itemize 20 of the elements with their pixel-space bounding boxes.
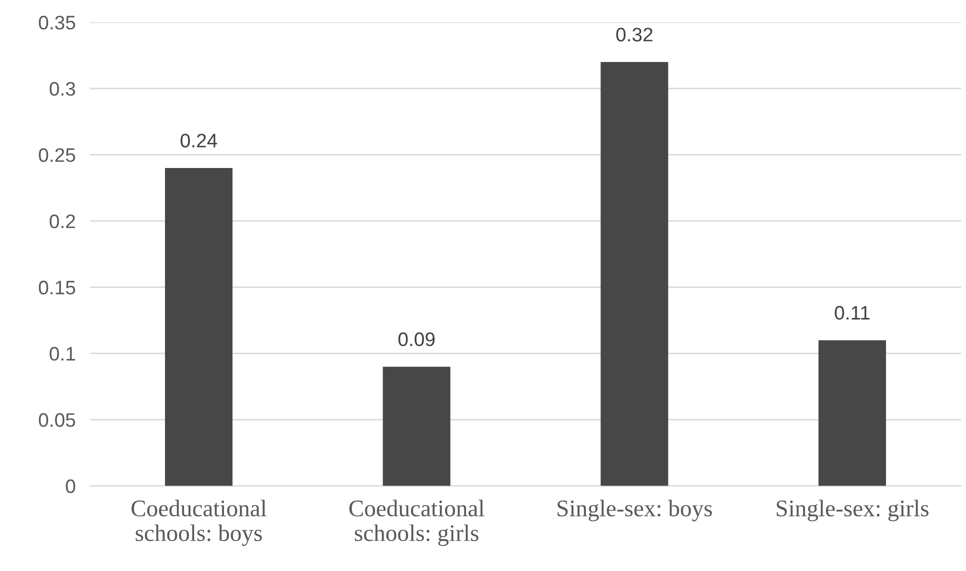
y-tick-label: 0.25 bbox=[38, 148, 76, 162]
y-tick-label: 0.3 bbox=[50, 82, 76, 96]
y-tick-label: 0.2 bbox=[50, 214, 75, 228]
y-tick-label: 0.1 bbox=[50, 346, 76, 361]
y-tick-label: 0.15 bbox=[38, 280, 76, 294]
data-label: 0.32 bbox=[616, 28, 652, 42]
y-tick-label: 0 bbox=[66, 479, 76, 494]
data-label: 0.11 bbox=[834, 306, 870, 320]
x-tick-label: Coeducational schools: girls bbox=[349, 500, 484, 546]
x-tick-label: Single-sex: boys bbox=[558, 500, 712, 522]
data-label: 0.24 bbox=[180, 134, 218, 148]
data-label: 0.09 bbox=[398, 332, 435, 346]
x-tick-label: Coeducational schools: boys bbox=[132, 500, 266, 546]
y-tick-label: 0.05 bbox=[38, 413, 76, 427]
bar bbox=[600, 62, 668, 486]
y-tick-label: 0.35 bbox=[38, 16, 76, 30]
bar bbox=[164, 168, 233, 486]
x-tick-label: Single-sex: girls bbox=[776, 500, 928, 522]
bar bbox=[818, 340, 886, 486]
bar bbox=[382, 366, 450, 486]
